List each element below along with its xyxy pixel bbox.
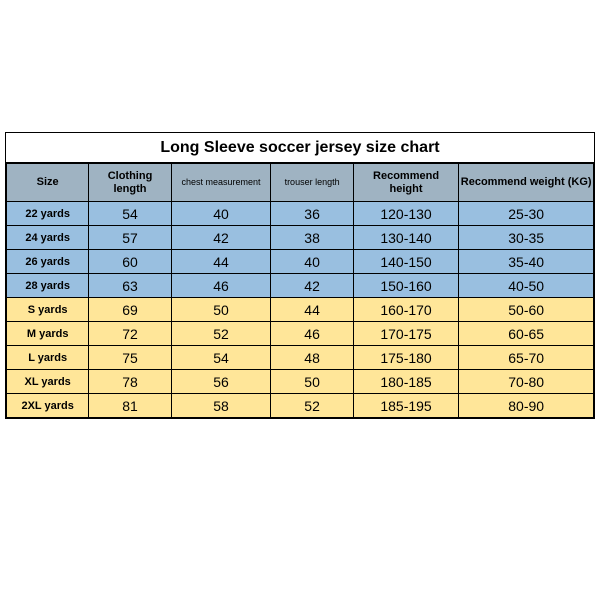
col-header-rh: Recommendheight xyxy=(353,164,459,202)
cell-size: 24 yards xyxy=(7,226,89,250)
cell-tl: 46 xyxy=(271,322,353,346)
cell-rh: 120-130 xyxy=(353,202,459,226)
table-row: 26 yards604440140-15035-40 xyxy=(7,250,594,274)
cell-size: 28 yards xyxy=(7,274,89,298)
cell-cl: 81 xyxy=(89,394,171,418)
size-chart-table: Long Sleeve soccer jersey size chart Siz… xyxy=(5,132,595,419)
table: SizeClothinglengthchest measurementtrous… xyxy=(6,163,594,418)
cell-cl: 69 xyxy=(89,298,171,322)
table-row: S yards695044160-17050-60 xyxy=(7,298,594,322)
cell-rw: 80-90 xyxy=(459,394,594,418)
size-chart-card: { "title": "Long Sleeve soccer jersey si… xyxy=(0,0,600,600)
table-row: L yards755448175-18065-70 xyxy=(7,346,594,370)
cell-tl: 44 xyxy=(271,298,353,322)
cell-size: 2XL yards xyxy=(7,394,89,418)
cell-rw: 65-70 xyxy=(459,346,594,370)
cell-cl: 75 xyxy=(89,346,171,370)
cell-cl: 78 xyxy=(89,370,171,394)
cell-tl: 40 xyxy=(271,250,353,274)
cell-cl: 60 xyxy=(89,250,171,274)
cell-cm: 40 xyxy=(171,202,271,226)
table-row: 22 yards544036120-13025-30 xyxy=(7,202,594,226)
cell-rh: 160-170 xyxy=(353,298,459,322)
table-row: XL yards785650180-18570-80 xyxy=(7,370,594,394)
cell-cl: 57 xyxy=(89,226,171,250)
cell-rh: 175-180 xyxy=(353,346,459,370)
cell-rh: 150-160 xyxy=(353,274,459,298)
cell-rh: 170-175 xyxy=(353,322,459,346)
cell-tl: 48 xyxy=(271,346,353,370)
cell-rw: 30-35 xyxy=(459,226,594,250)
cell-cl: 54 xyxy=(89,202,171,226)
table-row: 2XL yards815852185-19580-90 xyxy=(7,394,594,418)
col-header-cm: chest measurement xyxy=(171,164,271,202)
cell-rw: 70-80 xyxy=(459,370,594,394)
cell-cl: 63 xyxy=(89,274,171,298)
cell-size: M yards xyxy=(7,322,89,346)
cell-rw: 25-30 xyxy=(459,202,594,226)
cell-cl: 72 xyxy=(89,322,171,346)
table-body: 22 yards544036120-13025-3024 yards574238… xyxy=(7,202,594,418)
cell-rh: 180-185 xyxy=(353,370,459,394)
cell-cm: 52 xyxy=(171,322,271,346)
cell-cm: 44 xyxy=(171,250,271,274)
cell-rh: 185-195 xyxy=(353,394,459,418)
cell-cm: 54 xyxy=(171,346,271,370)
cell-rw: 60-65 xyxy=(459,322,594,346)
table-row: 28 yards634642150-16040-50 xyxy=(7,274,594,298)
cell-cm: 42 xyxy=(171,226,271,250)
cell-size: 22 yards xyxy=(7,202,89,226)
cell-size: XL yards xyxy=(7,370,89,394)
col-header-size: Size xyxy=(7,164,89,202)
col-header-tl: trouser length xyxy=(271,164,353,202)
table-row: 24 yards574238130-14030-35 xyxy=(7,226,594,250)
cell-rw: 40-50 xyxy=(459,274,594,298)
cell-rh: 130-140 xyxy=(353,226,459,250)
cell-size: 26 yards xyxy=(7,250,89,274)
cell-rw: 35-40 xyxy=(459,250,594,274)
cell-cm: 56 xyxy=(171,370,271,394)
chart-title: Long Sleeve soccer jersey size chart xyxy=(6,133,594,163)
cell-size: L yards xyxy=(7,346,89,370)
cell-rw: 50-60 xyxy=(459,298,594,322)
cell-cm: 58 xyxy=(171,394,271,418)
col-header-cl: Clothinglength xyxy=(89,164,171,202)
table-head: SizeClothinglengthchest measurementtrous… xyxy=(7,164,594,202)
cell-tl: 38 xyxy=(271,226,353,250)
cell-cm: 46 xyxy=(171,274,271,298)
col-header-rw: Recommend weight (KG) xyxy=(459,164,594,202)
cell-tl: 42 xyxy=(271,274,353,298)
cell-tl: 50 xyxy=(271,370,353,394)
table-row: M yards725246170-17560-65 xyxy=(7,322,594,346)
cell-tl: 52 xyxy=(271,394,353,418)
cell-rh: 140-150 xyxy=(353,250,459,274)
cell-size: S yards xyxy=(7,298,89,322)
cell-tl: 36 xyxy=(271,202,353,226)
header-row: SizeClothinglengthchest measurementtrous… xyxy=(7,164,594,202)
cell-cm: 50 xyxy=(171,298,271,322)
